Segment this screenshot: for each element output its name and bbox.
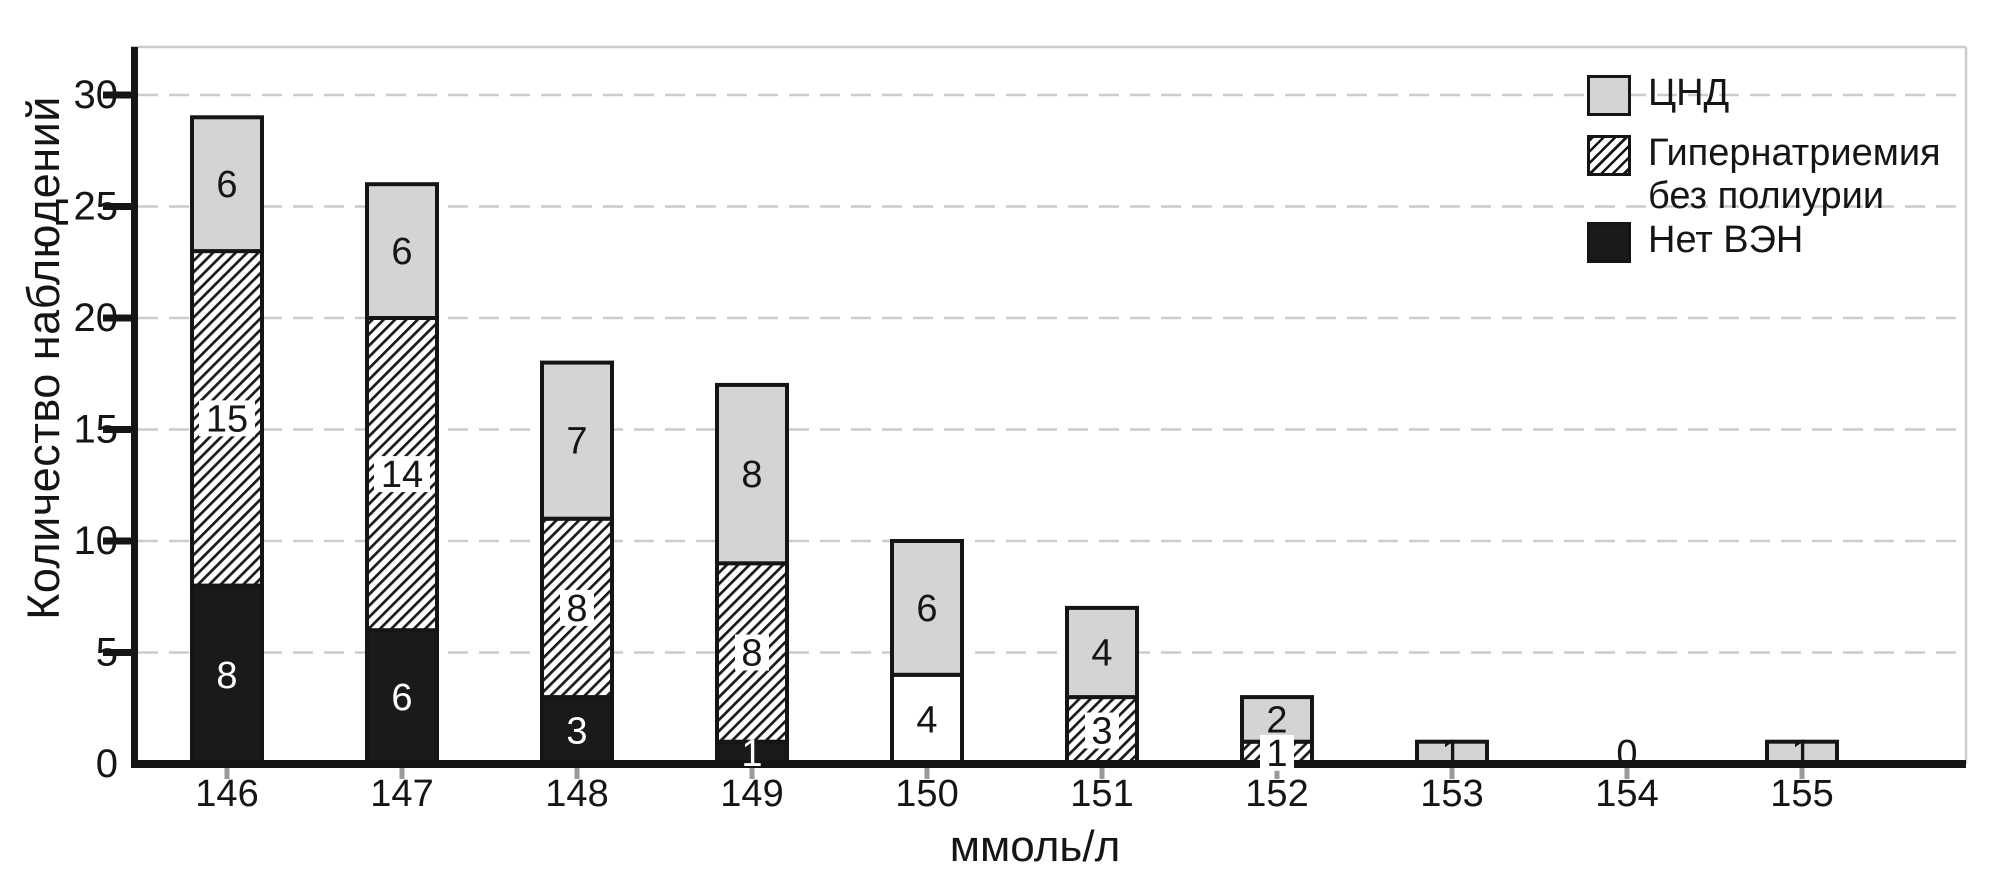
x-tick-label: 151: [1070, 773, 1133, 815]
x-tick-label: 154: [1595, 773, 1658, 815]
bar-value-label: 8: [741, 454, 762, 496]
bar-value-label: 1: [1791, 733, 1812, 775]
bar-segment: [540, 695, 614, 766]
y-tick-label: 15: [74, 408, 119, 452]
bar-segment: [715, 382, 789, 566]
bar-value-label: 4: [916, 699, 937, 741]
x-tick-label: 153: [1420, 773, 1483, 815]
x-tick-label: 148: [545, 773, 608, 815]
legend-item-hypernatremia: Гипернатриемия без полиурии: [1587, 132, 1941, 221]
bar-segment: [190, 115, 264, 254]
bar-value-label: 8: [566, 588, 587, 630]
y-tick-label: 20: [74, 296, 119, 340]
bar-value-label: 4: [1091, 633, 1112, 675]
bar-value-label: 7: [566, 421, 587, 463]
legend-swatch-net-ven: [1587, 222, 1631, 263]
bar-segment: [1065, 605, 1139, 700]
y-tick-label: 0: [96, 742, 118, 786]
y-tick-label: 5: [96, 631, 118, 675]
bar-value-label: 1: [1266, 733, 1287, 775]
legend-swatch-hypernatremia: [1587, 135, 1631, 176]
bar-value-label: 0: [1616, 733, 1637, 775]
x-axis-title: ммоль/л: [949, 822, 1121, 871]
bar-segment: [540, 360, 614, 521]
x-tick-label: 149: [720, 773, 783, 815]
bar-value-label: 6: [391, 677, 412, 719]
y-tick-label: 10: [74, 519, 119, 563]
bar-value-label: 6: [216, 164, 237, 206]
bar-value-label: 8: [741, 633, 762, 675]
y-tick-label: 25: [74, 185, 119, 229]
bar-value-label: 2: [1266, 699, 1287, 741]
legend-item-net-ven: Нет ВЭН: [1587, 219, 1804, 265]
bar-label-box: [199, 400, 255, 437]
bar-label-box: [560, 589, 594, 626]
x-tick-label: 146: [195, 773, 258, 815]
legend-label-hypernatremia-line2: без полиурии: [1648, 175, 1885, 217]
bar-value-label: 14: [381, 454, 423, 496]
x-tick-label: 147: [370, 773, 433, 815]
legend-label-cnd: ЦНД: [1648, 72, 1730, 114]
bar-label-box: [374, 456, 430, 493]
bar-value-label: 1: [741, 733, 762, 775]
legend-label-hypernatremia-line1: Гипернатриемия: [1648, 132, 1941, 174]
bar-segment: [365, 182, 439, 320]
bar-label-box: [1085, 712, 1119, 749]
legend-item-cnd: ЦНД: [1587, 72, 1730, 118]
y-tick-label: 30: [74, 73, 119, 117]
x-tick-label: 155: [1770, 773, 1833, 815]
bar-label-box: [1260, 734, 1294, 771]
bar-value-label: 3: [1091, 711, 1112, 753]
y-axis-title: Количество наблюдений: [18, 96, 69, 620]
bar-value-label: 3: [566, 711, 587, 753]
bar-value-label: 8: [216, 655, 237, 697]
x-tick-label: 152: [1245, 773, 1308, 815]
bar-label-box: [735, 634, 769, 671]
legend-label-net-ven: Нет ВЭН: [1648, 219, 1804, 261]
bar-value-label: 1: [1441, 733, 1462, 775]
bar-segment: [890, 539, 964, 677]
bar-value-label: 6: [391, 231, 412, 273]
legend-label-hypernatremia: Гипернатриемия без полиурии: [1648, 132, 1941, 218]
bar-value-label: 15: [206, 398, 248, 440]
legend-swatch-cnd: [1587, 75, 1631, 116]
bar-value-label: 6: [916, 588, 937, 630]
x-tick-label: 150: [895, 773, 958, 815]
